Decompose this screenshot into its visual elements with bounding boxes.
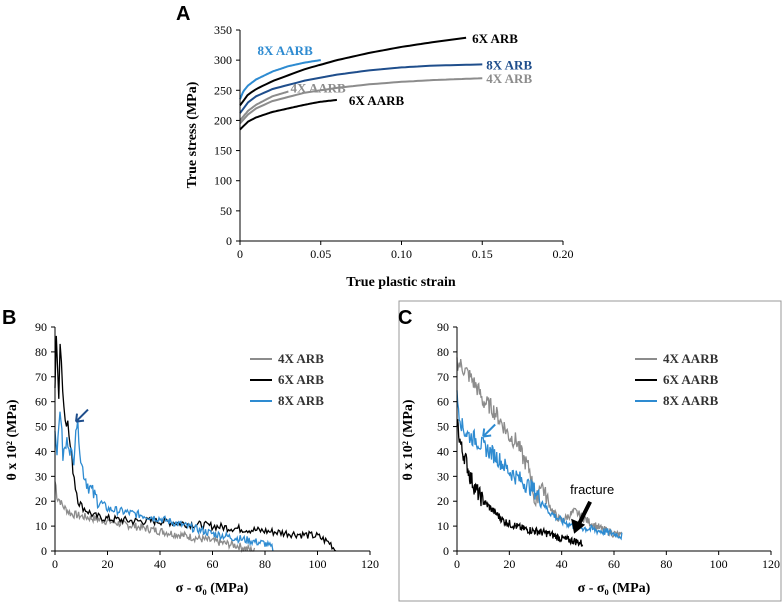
- panel-a-y-tick-label: 50: [220, 204, 232, 218]
- panel-b-x-tick-label: 40: [154, 557, 166, 571]
- panel-c-series-6x-aarb: [456, 419, 584, 548]
- panel-c-y-tick-label: 20: [437, 494, 449, 508]
- panel-b-x-tick-label: 120: [361, 557, 379, 571]
- panel-c-y-tick-label: 30: [437, 469, 449, 483]
- panel-c-y-label: θ x 10² (MPa): [401, 399, 416, 480]
- panel-b-series-4x-arb: [54, 481, 256, 554]
- panel-c-y-tick-label: 90: [437, 320, 449, 334]
- panel-b-x-tick-label: 60: [207, 557, 219, 571]
- panel-c-x-tick-label: 40: [556, 557, 568, 571]
- panel-c: C 0 20 40 60 80 100 120 0 10 20 30 40 50 60 70 80 90 4X…: [398, 300, 782, 602]
- panel-a-label-6x-aarb: 6X AARB: [349, 93, 405, 108]
- panel-c-legend-label-4x-aarb: 4X AARB: [663, 351, 719, 366]
- panel-b-x-tick-label: 80: [259, 557, 271, 571]
- panel-b-y-tick-label: 50: [35, 420, 47, 434]
- panel-b-legend-label-4x-arb: 4X ARB: [278, 351, 324, 366]
- panel-b-x-tick-label: 100: [309, 557, 327, 571]
- panel-b-label: B: [2, 307, 16, 329]
- panel-c-legend-label-8x-aarb: 8X AARB: [663, 393, 719, 408]
- panel-c-x-label: σ - σ₀ (MPa): [578, 581, 651, 596]
- panel-a-x-tick-label: 0.05: [310, 247, 331, 261]
- panel-b-y-tick-label: 40: [35, 444, 47, 458]
- panel-c-y-tick-label: 50: [437, 420, 449, 434]
- panel-b-x-label: σ - σ₀ (MPa): [176, 581, 249, 596]
- panel-a-label-6x-arb: 6X ARB: [472, 31, 518, 46]
- panel-c-y-tick-label: 60: [437, 395, 449, 409]
- panel-c-border: [398, 300, 782, 602]
- panel-a-label-4x-aarb: 4X AARB: [290, 80, 346, 95]
- panel-a-x-tick-label: 0.20: [553, 247, 574, 261]
- panel-a-y-tick-label: 0: [226, 234, 232, 248]
- panel-b-series-6x-arb: [54, 335, 337, 552]
- panel-a-label-8x-aarb: 8X AARB: [257, 43, 313, 58]
- panel-c-y-tick-label: 80: [437, 345, 449, 359]
- panel-a-series-6x-arb: [239, 36, 467, 106]
- panel-a-y-tick-label: 150: [214, 144, 232, 158]
- panel-c-x-tick-label: 120: [762, 557, 780, 571]
- panel-b-y-tick-label: 60: [35, 395, 47, 409]
- panel-b-legend-label-6x-arb: 6X ARB: [278, 372, 324, 387]
- panel-a-y-tick-label: 100: [214, 174, 232, 188]
- panel-a-y-tick-label: 200: [214, 113, 232, 127]
- panel-a-x-label: True plastic strain: [346, 275, 456, 290]
- panel-a-series-8x-aarb: [239, 59, 321, 100]
- panel-b-y-tick-label: 20: [35, 494, 47, 508]
- panel-a-y-tick-label: 300: [214, 53, 232, 67]
- panel-b-y-tick-label: 10: [35, 519, 47, 533]
- panel-b-y-tick-label: 0: [41, 544, 47, 558]
- panel-c-y-tick-label: 70: [437, 370, 449, 384]
- panel-b-x-tick-label: 20: [102, 557, 114, 571]
- panel-a-x-tick-label: 0: [237, 247, 243, 261]
- panel-c-legend-label-6x-aarb: 6X AARB: [663, 372, 719, 387]
- panel-c-y-tick-label: 40: [437, 444, 449, 458]
- panel-a-x-tick-label: 0.10: [391, 247, 412, 261]
- panel-a-series-8x-arb: [239, 63, 483, 114]
- panel-c-label: C: [398, 307, 412, 329]
- panel-c-x-tick-label: 20: [503, 557, 515, 571]
- panel-b-arrow-annotation: [75, 408, 89, 423]
- panel-a-series-6x-aarb: [239, 98, 338, 131]
- panel-a-y-tick-label: 250: [214, 83, 232, 97]
- panel-a-series-4x-arb: [239, 77, 483, 125]
- panel-a-label-8x-arb: 8X ARB: [486, 57, 532, 72]
- panel-b-y-tick-label: 30: [35, 469, 47, 483]
- panel-c-series-4x-aarb: [456, 357, 622, 539]
- panel-a-label-4x-arb: 4X ARB: [486, 71, 532, 86]
- panel-c-x-tick-label: 100: [710, 557, 728, 571]
- panel-b-x-tick-label: 0: [52, 557, 58, 571]
- panel-c-y-tick-label: 10: [437, 519, 449, 533]
- panel-b: B 0 20 40 60 80 100 120 0 10 20 30 40 50 60 70 80 90 4X…: [2, 307, 379, 596]
- panel-a-series-4x-aarb: [239, 90, 289, 122]
- panel-b-y-tick-label: 70: [35, 370, 47, 384]
- panel-b-y-tick-label: 80: [35, 345, 47, 359]
- panel-a-label: A: [176, 3, 190, 25]
- panel-c-y-tick-label: 0: [443, 544, 449, 558]
- panel-c-x-tick-label: 60: [608, 557, 620, 571]
- panel-b-y-tick-label: 90: [35, 320, 47, 334]
- panel-a-y-tick-label: 350: [214, 23, 232, 37]
- panel-c-series-8x-aarb: [456, 390, 623, 541]
- panel-c-x-tick-label: 0: [454, 557, 460, 571]
- panel-b-legend-label-8x-arb: 8X ARB: [278, 393, 324, 408]
- panel-c-fracture-label: fracture: [570, 482, 614, 497]
- panel-c-x-tick-label: 80: [660, 557, 672, 571]
- panel-b-series-8x-arb: [54, 411, 274, 552]
- panel-a-y-label: True stress (MPa): [185, 81, 200, 188]
- panel-c-arrow-annotation: [482, 423, 496, 438]
- panel-b-y-label: θ x 10² (MPa): [5, 399, 20, 480]
- panel-a-x-tick-label: 0.15: [472, 247, 493, 261]
- panel-c-fracture-arrow-head: [571, 518, 586, 534]
- panel-c-fracture-arrow-shaft: [576, 500, 592, 527]
